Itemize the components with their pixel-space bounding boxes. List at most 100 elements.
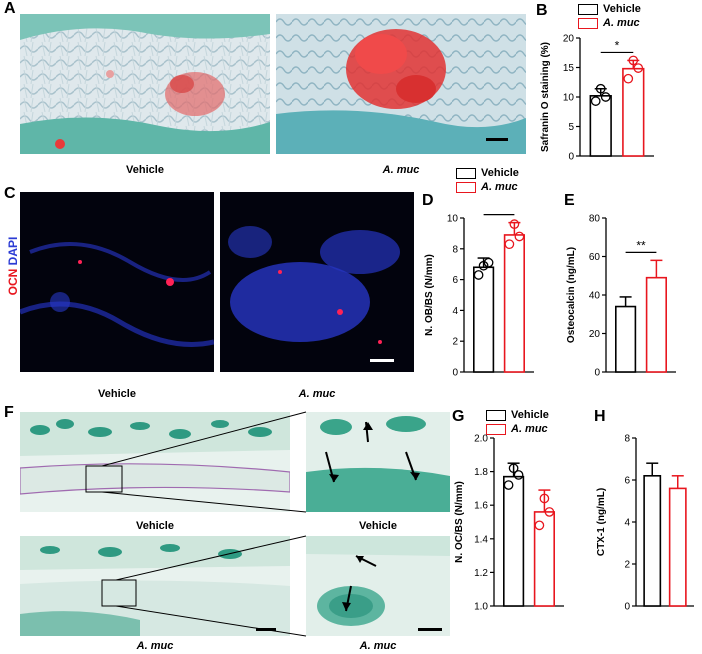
scale-bar [370, 359, 394, 362]
data-point [473, 270, 484, 280]
y-tick-label: 8 [452, 244, 458, 255]
caption-a-amuc: A. muc [382, 164, 420, 176]
caption-a-vehicle: Vehicle [126, 164, 164, 176]
chart-h-ctx1: 0 2 4 6 8 CTX-1 (ng/mL) [596, 434, 694, 613]
y-tick-label: 2 [452, 337, 458, 348]
data-point [534, 520, 545, 531]
panel-letter-e: E [564, 192, 575, 209]
caption-f-vehicle-zoom: Vehicle [359, 520, 397, 532]
data-point [478, 260, 489, 271]
data-point [513, 470, 524, 480]
data-point [600, 92, 611, 102]
significance-label: * [615, 38, 620, 52]
bar-amuc [533, 511, 555, 607]
y-tick-label: 10 [447, 214, 459, 225]
trap-micrograph-vehicle-zoom [306, 412, 450, 512]
panel-letter-f: F [4, 404, 14, 421]
y-tick-label: 1.2 [474, 568, 488, 579]
bar-amuc [668, 487, 687, 607]
chart-b-safranin: 0 5 10 15 20 Safranin O staining (%) * [540, 34, 654, 163]
y-tick-label: 0 [452, 368, 458, 379]
bar-amuc [645, 276, 667, 373]
scale-bar [486, 138, 508, 141]
ocn-dapi-micrograph-vehicle [20, 192, 214, 372]
y-tick-label: 5 [568, 122, 574, 133]
legend-b: Vehicle A. muc [578, 2, 641, 30]
significance-label: * [497, 210, 502, 215]
legend-label-amuc: A. muc [481, 181, 518, 193]
data-point [483, 257, 494, 268]
y-tick-label: 1.6 [474, 501, 488, 512]
data-point [503, 480, 514, 490]
panel-letter-a: A [4, 0, 16, 17]
y-axis-label: Safranin O staining (%) [540, 42, 551, 152]
data-point [590, 96, 601, 106]
y-tick-label: 20 [589, 329, 601, 340]
safranin-micrograph-amuc [276, 14, 526, 154]
data-point [509, 219, 520, 230]
y-tick-label: 80 [589, 214, 601, 225]
panel-letter-d: D [422, 192, 434, 209]
significance-label: ** [636, 238, 646, 252]
data-point [544, 507, 555, 517]
y-tick-label: 2.0 [474, 434, 488, 445]
legend-swatch-amuc [456, 181, 476, 193]
trap-micrograph-vehicle-overview [20, 412, 290, 512]
legend-swatch-amuc [486, 423, 506, 435]
panel-letter-b: B [536, 2, 548, 19]
legend-swatch-vehicle [456, 167, 476, 179]
bar-vehicle [643, 474, 662, 607]
y-tick-label: 20 [563, 34, 575, 45]
caption-f-amuc-overview: A. muc [136, 640, 174, 652]
data-point [514, 231, 525, 242]
panel-letter-c: C [4, 185, 16, 202]
legend-swatch-amuc [578, 17, 598, 29]
data-point [633, 63, 644, 73]
y-tick-label: 40 [589, 291, 601, 302]
y-tick-label: 0 [624, 602, 630, 613]
legend-g: Vehicle A. muc [486, 408, 549, 436]
y-tick-label: 6 [624, 476, 630, 487]
y-tick-label: 4 [624, 518, 630, 529]
data-point [508, 463, 519, 474]
bar-amuc [503, 234, 525, 373]
y-axis-label: CTX-1 (ng/mL) [596, 488, 607, 556]
chart-d-ob-bs: 0 2 4 6 8 10 N. OB/BS (N/mm) * [424, 210, 534, 379]
legend-label-vehicle: Vehicle [511, 409, 549, 421]
legend-swatch-vehicle [486, 409, 506, 421]
data-point [595, 83, 606, 94]
scale-bar [418, 628, 442, 631]
data-point [623, 73, 634, 84]
legend-label-vehicle: Vehicle [603, 3, 641, 15]
legend-d: Vehicle A. muc [456, 166, 519, 194]
data-point [504, 239, 515, 250]
y-axis-label: N. OB/BS (N/mm) [424, 254, 435, 336]
data-point [628, 55, 639, 66]
data-point [539, 493, 550, 504]
y-axis-label: Osteocalcin (ng/mL) [566, 247, 577, 343]
legend-label-vehicle: Vehicle [481, 167, 519, 179]
y-tick-label: 8 [624, 434, 630, 445]
legend-swatch-vehicle [578, 3, 598, 15]
caption-f-amuc-zoom: A. muc [359, 640, 397, 652]
y-tick-label: 60 [589, 252, 601, 263]
chart-g-oc-bs: 1.0 1.2 1.4 1.6 1.8 2.0 N. OC/BS (N/mm) [454, 434, 564, 613]
bar-vehicle [472, 266, 495, 373]
y-tick-label: 1.8 [474, 467, 488, 478]
caption-c-vehicle: Vehicle [98, 388, 136, 400]
y-tick-label: 10 [563, 93, 575, 104]
y-axis-label: N. OC/BS (N/mm) [454, 481, 465, 563]
panel-letter-h: H [594, 408, 606, 425]
y-tick-label: 1.0 [474, 602, 488, 613]
y-tick-label: 6 [452, 275, 458, 286]
trap-micrograph-amuc-overview [20, 536, 290, 636]
y-tick-label: 4 [452, 306, 458, 317]
legend-label-amuc: A. muc [603, 17, 640, 29]
caption-f-vehicle-overview: Vehicle [136, 520, 174, 532]
trap-micrograph-amuc-zoom [306, 536, 450, 636]
chart-e-osteocalcin: 0 20 40 60 80 Osteocalcin (ng/mL) ** [566, 214, 676, 379]
safranin-micrograph-vehicle [20, 14, 270, 154]
y-tick-label: 15 [563, 63, 575, 74]
bar-vehicle [614, 305, 637, 373]
